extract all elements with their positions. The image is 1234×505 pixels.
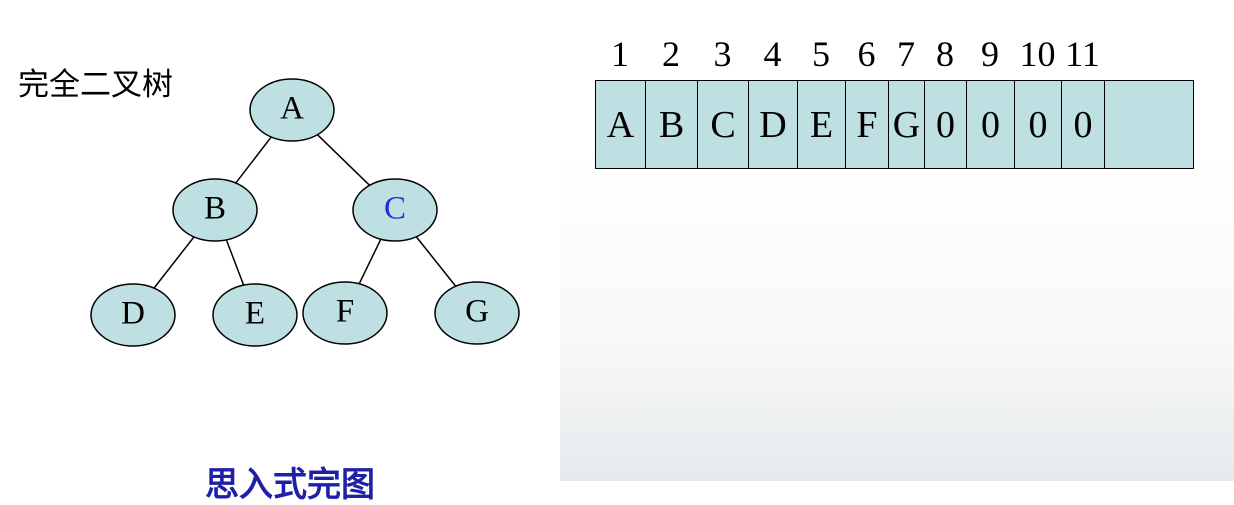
tree-node-b: B (172, 178, 258, 242)
tree-node-e: E (212, 283, 298, 347)
array-index-label: 6 (857, 34, 876, 74)
array-index-label: 3 (713, 34, 732, 74)
node-label: F (336, 294, 354, 330)
footer-caption: 思入式完图 (205, 465, 375, 505)
node-ellipse (302, 281, 388, 345)
page-title: 完全二叉树 (18, 67, 173, 103)
edge-a-c (316, 134, 371, 186)
edge-c-f (358, 238, 382, 285)
array-cell: B (645, 80, 698, 169)
edge-b-e (225, 239, 245, 286)
array-cell: 0 (966, 80, 1015, 169)
background-gradient (560, 150, 1234, 481)
binary-tree-diagram: A B C D E F G (90, 78, 520, 347)
array-index-label: 10 (1019, 34, 1056, 74)
tree-node-f: F (302, 281, 388, 345)
array-cell: D (748, 80, 798, 169)
node-ellipse (434, 281, 520, 345)
tree-node-a: A (249, 78, 335, 142)
array-cell: 0 (1061, 80, 1105, 169)
edge-a-b (235, 136, 272, 184)
array-cell: A (595, 80, 646, 169)
tree-node-d: D (90, 283, 176, 347)
array-index-label: 4 (763, 34, 782, 74)
array-cell: 0 (924, 80, 967, 169)
node-ellipse (352, 178, 438, 242)
tree-node-c: C (352, 178, 438, 242)
edge-c-g (415, 236, 457, 287)
array-index-label: 8 (936, 34, 954, 74)
node-label: C (384, 191, 406, 227)
array-cell: 0 (1014, 80, 1062, 169)
node-label: G (465, 294, 489, 330)
node-label: D (121, 296, 145, 332)
node-ellipse (172, 178, 258, 242)
edge-b-d (153, 236, 195, 289)
node-label: B (204, 191, 226, 227)
array-index-label: 9 (981, 34, 999, 74)
node-ellipse (212, 283, 298, 347)
array-index-label: 11 (1065, 34, 1100, 74)
array-cell: F (845, 80, 889, 169)
node-ellipse (90, 283, 176, 347)
array-index-label: 2 (662, 34, 680, 74)
array-index-label: 5 (812, 34, 830, 74)
array-cell (1104, 80, 1194, 169)
array-cell: G (888, 80, 925, 169)
array-index-label: 1 (611, 34, 629, 74)
array-index-label: 7 (897, 34, 915, 74)
node-ellipse (249, 78, 335, 142)
array-cell: C (697, 80, 749, 169)
node-label: A (280, 91, 304, 127)
tree-node-g: G (434, 281, 520, 345)
node-label: E (245, 296, 265, 332)
array-cell: E (797, 80, 846, 169)
